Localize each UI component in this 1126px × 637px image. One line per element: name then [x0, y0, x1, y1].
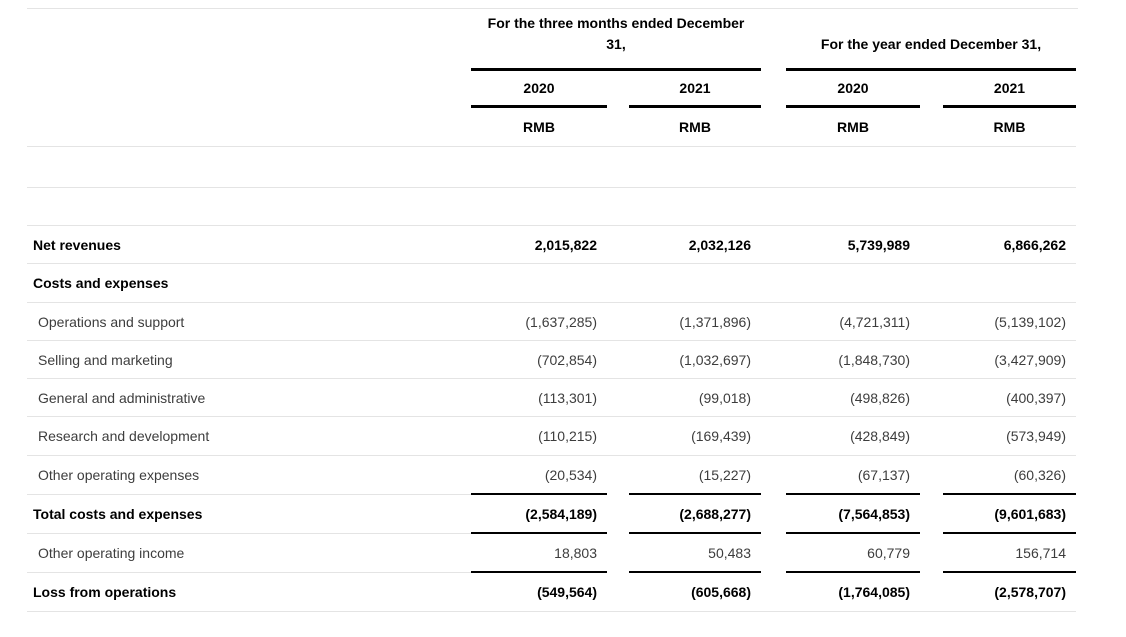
table-row-other-operating-expenses: Other operating expenses (20,534) (15,22…: [27, 456, 1076, 495]
table-row-research-and-development: Research and development (110,215) (169,…: [27, 417, 1076, 456]
table-row-net-revenues: Net revenues 2,015,822 2,032,126 5,739,9…: [27, 226, 1076, 264]
value-cell: (400,397): [1006, 389, 1066, 406]
value-cell: (498,826): [850, 389, 910, 406]
year-header-row: 2020 2021 2020 2021: [27, 71, 1076, 108]
table-row-loss-from-operations: Loss from operations (549,564) (605,668)…: [27, 573, 1076, 612]
value-cell: (110,215): [538, 428, 597, 444]
empty-row: [27, 188, 1076, 226]
value-cell: (7,564,853): [786, 495, 920, 534]
value-cell: (113,301): [538, 389, 597, 406]
year-header-fy-2020: 2020: [786, 71, 920, 108]
table-row-other-operating-income: Other operating income 18,803 50,483 60,…: [27, 534, 1076, 573]
currency-header: RMB: [679, 119, 711, 135]
empty-row: [27, 147, 1076, 188]
value-cell: (9,601,683): [943, 495, 1076, 534]
table-row-total-costs-and-expenses: Total costs and expenses (2,584,189) (2,…: [27, 495, 1076, 534]
income-statement-table: For the three months ended December 31, …: [27, 8, 1078, 612]
value-cell: 6,866,262: [1003, 236, 1066, 253]
value-cell: (60,326): [943, 456, 1076, 495]
value-cell: (573,949): [1006, 428, 1066, 444]
value-cell: (1,848,730): [838, 351, 910, 368]
value-cell: (1,637,285): [525, 313, 597, 330]
row-label: Loss from operations: [33, 584, 177, 600]
year-header-3m-2021: 2021: [629, 71, 761, 108]
value-cell: (67,137): [786, 456, 920, 495]
value-cell: (3,427,909): [994, 351, 1066, 368]
value-cell: (99,018): [698, 389, 751, 406]
table-row-general-and-administrative: General and administrative (113,301) (99…: [27, 379, 1076, 417]
row-label: Research and development: [38, 428, 210, 444]
value-cell: (4,721,311): [839, 313, 910, 330]
row-label: Costs and expenses: [33, 275, 169, 291]
row-label: General and administrative: [38, 389, 206, 406]
value-cell: 156,714: [943, 534, 1076, 573]
value-cell: (15,227): [629, 456, 761, 495]
value-cell: (1,764,085): [838, 584, 910, 600]
row-label: Other operating income: [27, 534, 471, 573]
table-row-operations-and-support: Operations and support (1,637,285) (1,37…: [27, 303, 1076, 341]
header-label-spacer: [27, 9, 471, 71]
column-group-three-months: For the three months ended December 31,: [471, 9, 761, 71]
column-group-header-row: For the three months ended December 31, …: [27, 9, 1076, 71]
currency-header: RMB: [837, 119, 869, 135]
value-cell: (169,439): [691, 428, 751, 444]
currency-header: RMB: [993, 119, 1026, 135]
value-cell: (549,564): [537, 584, 597, 600]
row-label: Total costs and expenses: [27, 495, 471, 534]
value-cell: (428,849): [850, 428, 910, 444]
row-label: Operations and support: [38, 313, 185, 330]
currency-header: RMB: [523, 119, 555, 135]
column-group-three-months-label: For the three months ended December 31,: [487, 14, 745, 53]
value-cell: 60,779: [786, 534, 920, 573]
value-cell: (2,688,277): [629, 495, 761, 534]
column-group-full-year: For the year ended December 31,: [786, 9, 1076, 71]
value-cell: (2,578,707): [994, 584, 1066, 600]
value-cell: (702,854): [537, 351, 597, 368]
value-cell: 5,739,989: [847, 236, 910, 253]
table-row-costs-and-expenses-heading: Costs and expenses: [27, 264, 1076, 303]
row-label: Other operating expenses: [27, 456, 471, 495]
value-cell: (2,584,189): [471, 495, 607, 534]
year-header-3m-2020: 2020: [471, 71, 607, 108]
column-group-full-year-label: For the year ended December 31,: [820, 36, 1042, 53]
value-cell: 18,803: [471, 534, 607, 573]
currency-header-row: RMB RMB RMB RMB: [27, 108, 1076, 147]
row-label: Net revenues: [33, 236, 121, 253]
value-cell: (5,139,102): [994, 313, 1066, 330]
row-label: Selling and marketing: [38, 351, 173, 368]
value-cell: 2,032,126: [688, 236, 751, 253]
value-cell: (20,534): [471, 456, 607, 495]
value-cell: 2,015,822: [534, 236, 597, 253]
value-cell: (1,032,697): [679, 351, 751, 368]
value-cell: 50,483: [629, 534, 761, 573]
value-cell: (1,371,896): [679, 313, 751, 330]
year-header-fy-2021: 2021: [943, 71, 1076, 108]
value-cell: (605,668): [691, 584, 751, 600]
table-row-selling-and-marketing: Selling and marketing (702,854) (1,032,6…: [27, 341, 1076, 379]
